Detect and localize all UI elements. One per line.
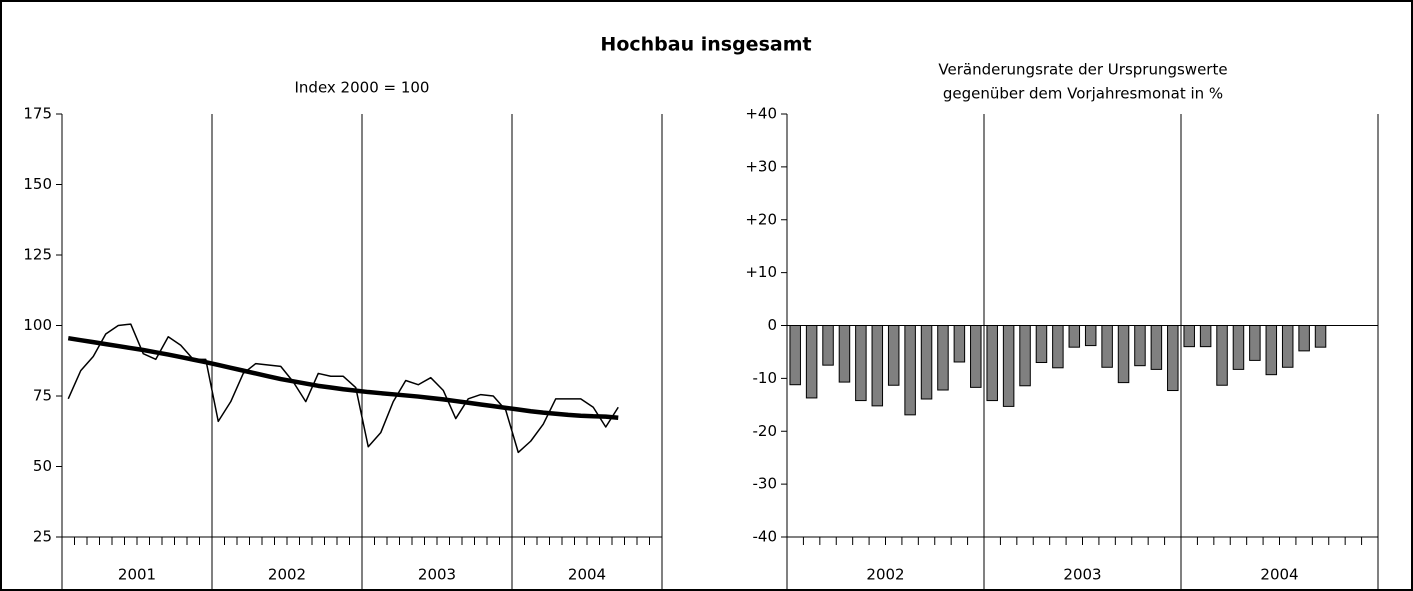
bar xyxy=(1249,325,1261,361)
x-tick-label: 2002 xyxy=(268,566,306,584)
bar xyxy=(1281,325,1294,368)
bar xyxy=(1052,325,1064,369)
bar xyxy=(805,325,818,399)
x-tick-label: 2004 xyxy=(568,566,606,584)
bar xyxy=(986,325,998,402)
y-tick-label: 150 xyxy=(23,175,52,193)
y-tick-label: -30 xyxy=(753,475,778,493)
x-tick-label: 2001 xyxy=(118,566,156,584)
y-tick-label: 0 xyxy=(767,316,777,334)
bar xyxy=(822,325,834,366)
x-tick-label: 2003 xyxy=(418,566,456,584)
bar xyxy=(1216,325,1228,386)
y-tick-label: -20 xyxy=(753,422,778,440)
subtitle: Index 2000 = 100 xyxy=(295,79,430,97)
bar xyxy=(871,325,884,407)
x-tick-label: 2004 xyxy=(1260,566,1298,584)
bar xyxy=(1035,325,1048,364)
bar xyxy=(1199,325,1212,348)
y-tick-label: -40 xyxy=(753,528,778,546)
bar xyxy=(1117,325,1130,384)
y-tick-label: 50 xyxy=(33,457,52,475)
y-tick-label: +40 xyxy=(745,105,777,123)
bar xyxy=(1134,325,1146,367)
chart-title: Hochbau insgesamt xyxy=(600,34,811,56)
x-tick-label: 2003 xyxy=(1063,566,1101,584)
bar xyxy=(1298,325,1310,352)
bar xyxy=(1002,325,1015,407)
bar xyxy=(953,325,966,363)
bar xyxy=(970,325,982,388)
bar xyxy=(838,325,851,383)
y-tick-label: +30 xyxy=(745,157,777,175)
bar xyxy=(904,325,916,416)
bar xyxy=(1167,325,1179,392)
bar xyxy=(1019,325,1031,387)
y-tick-label: 100 xyxy=(23,316,52,334)
bar xyxy=(1314,325,1327,348)
bar xyxy=(887,325,900,386)
bar xyxy=(1101,325,1113,368)
bar xyxy=(1150,325,1163,370)
bar xyxy=(789,325,801,386)
y-tick-label: +10 xyxy=(745,263,777,281)
bar xyxy=(1232,325,1245,370)
y-tick-label: 125 xyxy=(23,246,52,264)
subtitle: Veränderungsrate der Ursprungswerte xyxy=(938,61,1227,79)
bar xyxy=(855,325,867,402)
bar xyxy=(1183,325,1195,348)
bar xyxy=(1084,325,1097,347)
subtitle: gegenüber dem Vorjahresmonat in % xyxy=(943,85,1223,103)
bar xyxy=(1068,325,1081,348)
y-tick-label: -10 xyxy=(753,369,778,387)
bar xyxy=(937,325,949,391)
bar xyxy=(1265,325,1278,376)
x-tick-label: 2002 xyxy=(866,566,904,584)
y-tick-label: +20 xyxy=(745,210,777,228)
line-series xyxy=(67,335,619,420)
y-tick-label: 175 xyxy=(23,105,52,123)
bar xyxy=(920,325,933,400)
y-tick-label: 75 xyxy=(33,387,52,405)
y-tick-label: 25 xyxy=(33,528,52,546)
